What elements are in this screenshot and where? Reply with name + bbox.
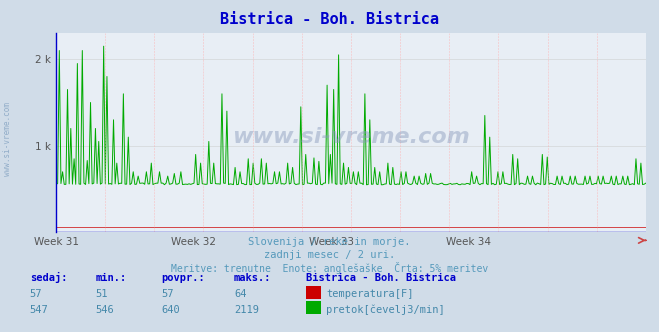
Text: 57: 57 bbox=[30, 289, 42, 299]
Text: min.:: min.: bbox=[96, 273, 127, 283]
Text: www.si-vreme.com: www.si-vreme.com bbox=[232, 127, 470, 147]
Text: Bistrica - Boh. Bistrica: Bistrica - Boh. Bistrica bbox=[306, 273, 457, 283]
Text: www.si-vreme.com: www.si-vreme.com bbox=[3, 103, 13, 176]
Text: sedaj:: sedaj: bbox=[30, 272, 67, 283]
Text: 2119: 2119 bbox=[234, 305, 259, 315]
Text: 51: 51 bbox=[96, 289, 108, 299]
Text: maks.:: maks.: bbox=[234, 273, 272, 283]
Text: 547: 547 bbox=[30, 305, 48, 315]
Text: Slovenija / reke in morje.: Slovenija / reke in morje. bbox=[248, 237, 411, 247]
Text: 546: 546 bbox=[96, 305, 114, 315]
Text: Meritve: trenutne  Enote: anglešaške  Črta: 5% meritev: Meritve: trenutne Enote: anglešaške Črta… bbox=[171, 262, 488, 274]
Text: 64: 64 bbox=[234, 289, 246, 299]
Text: temperatura[F]: temperatura[F] bbox=[326, 289, 414, 299]
Text: 57: 57 bbox=[161, 289, 174, 299]
Text: pretok[čevelj3/min]: pretok[čevelj3/min] bbox=[326, 304, 445, 315]
Text: povpr.:: povpr.: bbox=[161, 273, 205, 283]
Text: 640: 640 bbox=[161, 305, 180, 315]
Text: Bistrica - Boh. Bistrica: Bistrica - Boh. Bistrica bbox=[220, 12, 439, 27]
Text: zadnji mesec / 2 uri.: zadnji mesec / 2 uri. bbox=[264, 250, 395, 260]
